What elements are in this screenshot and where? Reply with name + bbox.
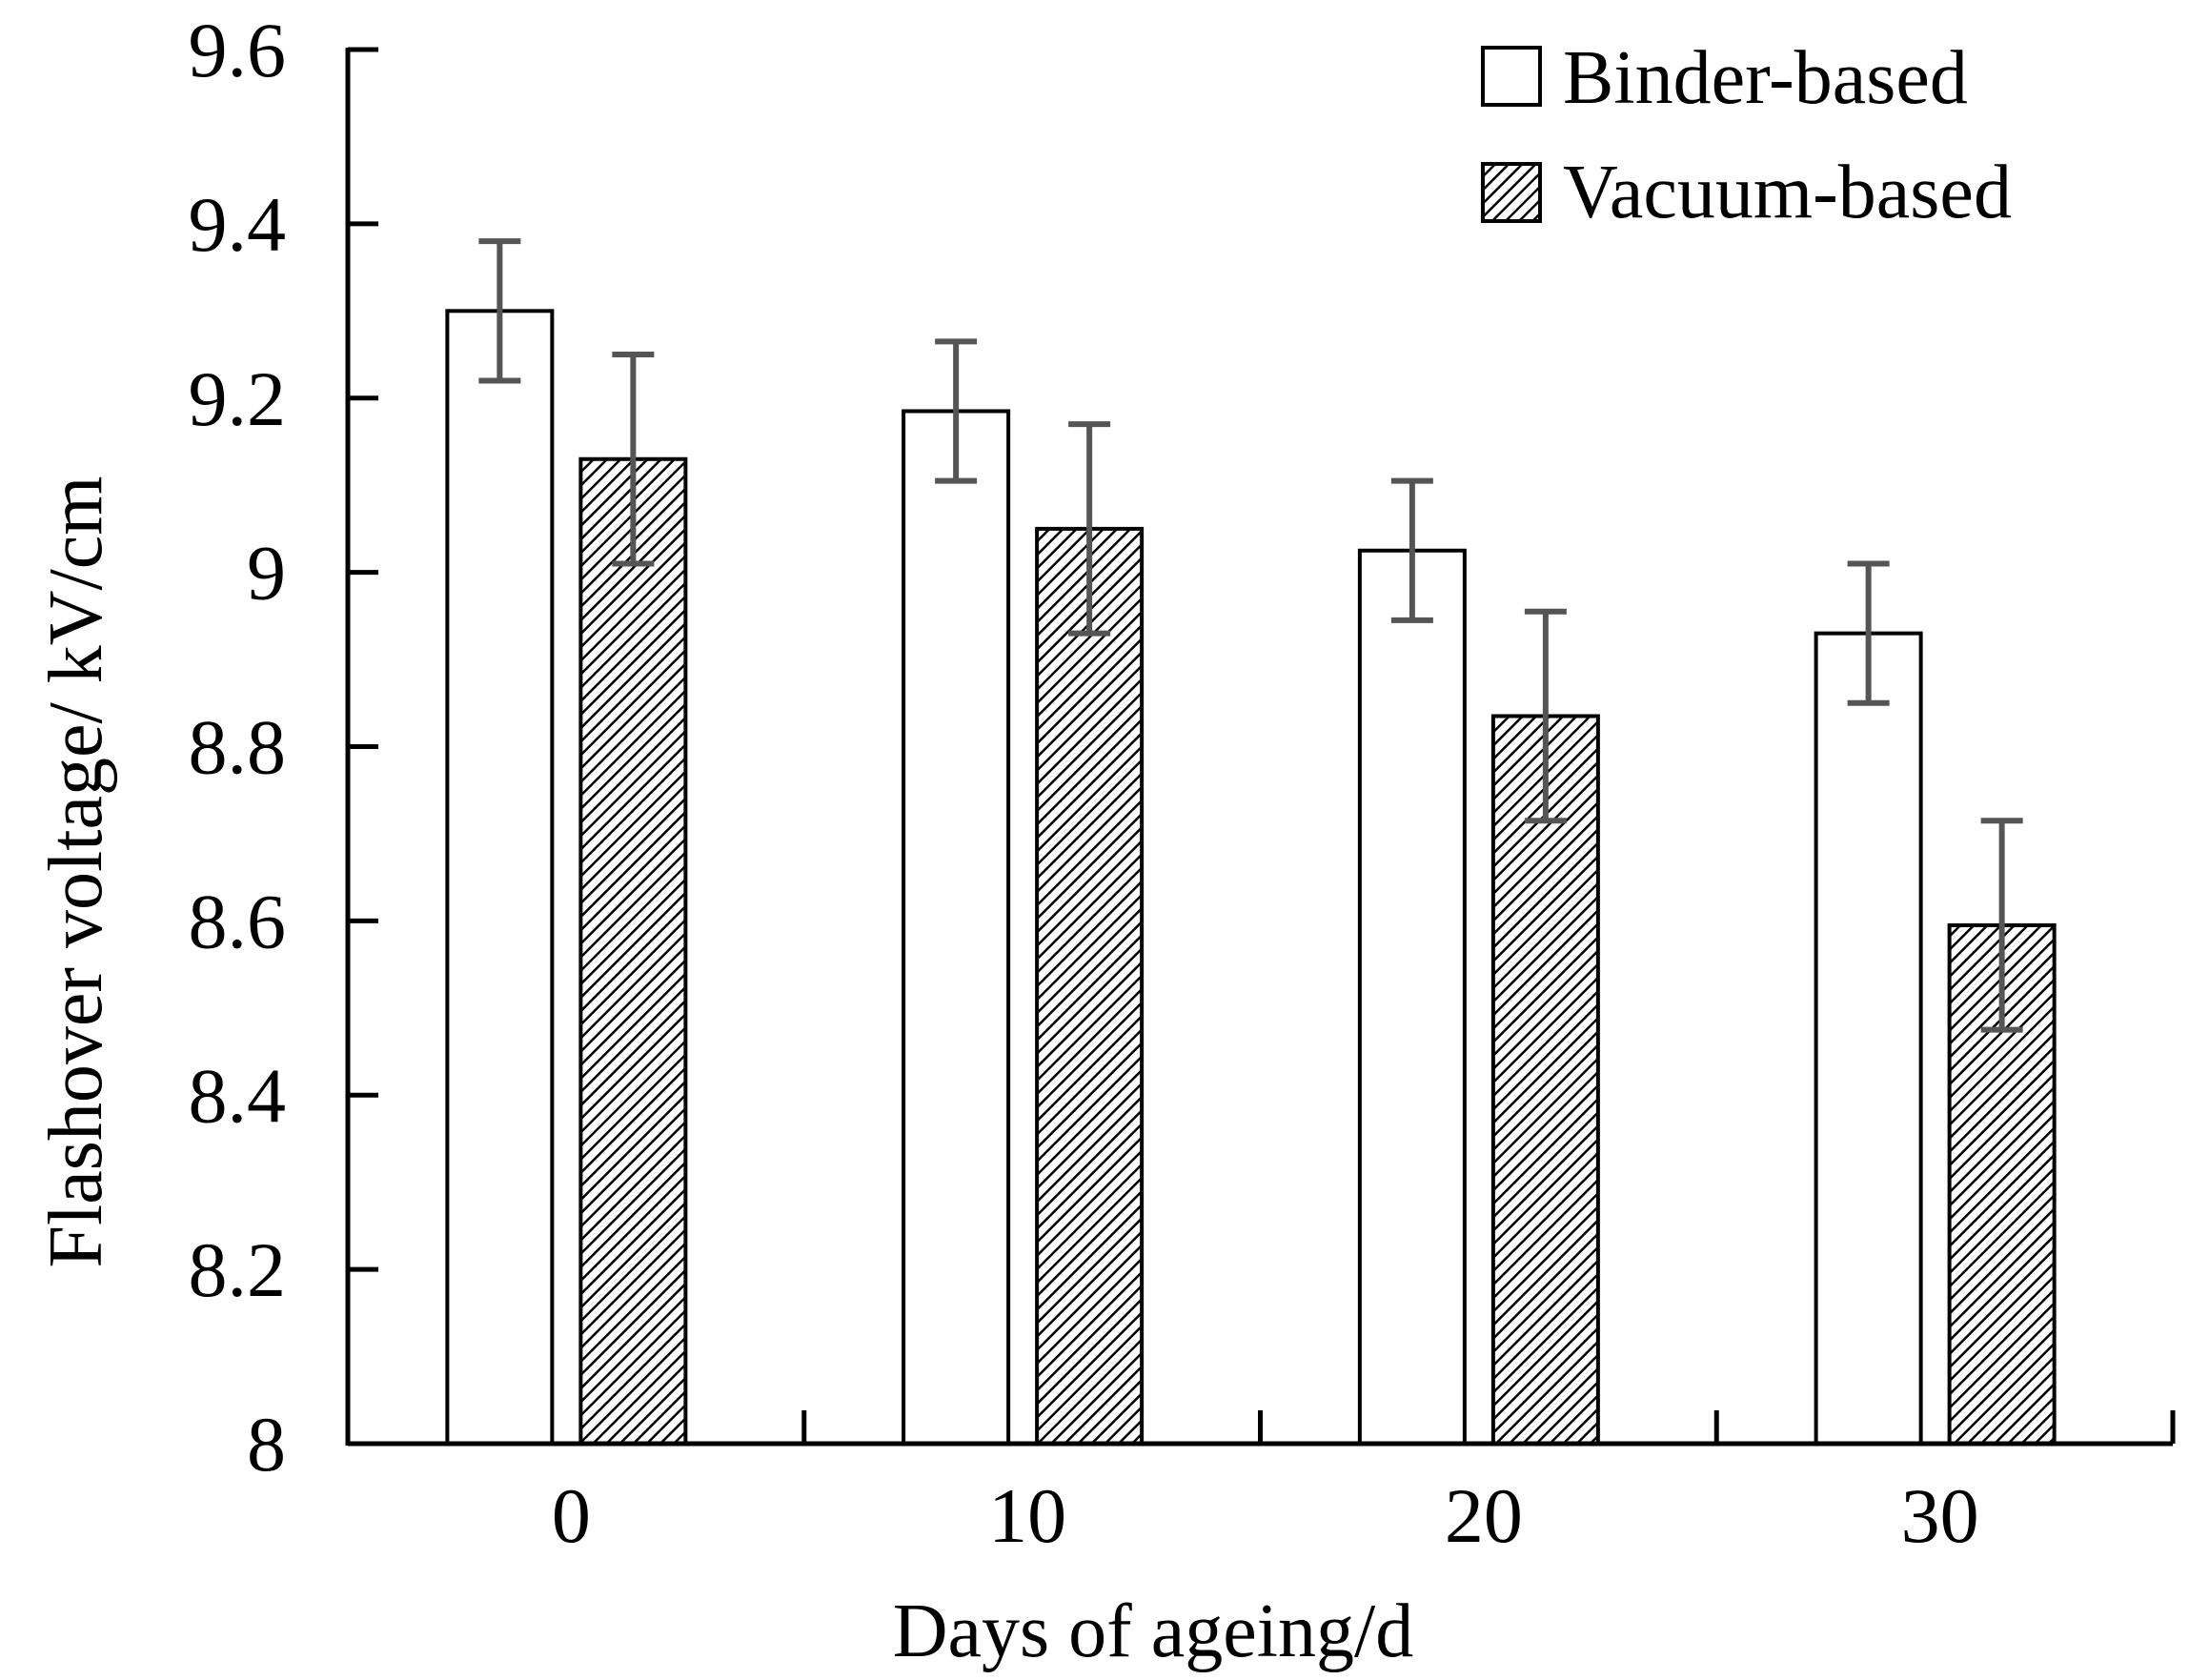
y-axis-title: Flashover voltage/ kV/cm bbox=[34, 476, 118, 1268]
bar-vacuum-based-0 bbox=[578, 456, 688, 1447]
y-tick-label-8.4: 8.4 bbox=[189, 1052, 287, 1139]
bar-binder-based-30 bbox=[1814, 631, 1923, 1446]
bar-vacuum-based-20 bbox=[1490, 714, 1600, 1446]
legend-swatch-vacuum-based bbox=[1481, 162, 1542, 223]
x-tick-label-30: 30 bbox=[1901, 1472, 1979, 1559]
x-tick-label-0: 0 bbox=[552, 1472, 591, 1559]
x-categories-group: 0 10 20 30 bbox=[552, 1472, 1979, 1559]
y-ticks-group: 8 8.2 8.4 8.6 8.8 9 9.2 9.4 9.6 bbox=[189, 7, 378, 1488]
y-tick-label-9.6: 9.6 bbox=[189, 7, 287, 93]
legend-swatch-binder-based bbox=[1481, 46, 1542, 107]
y-tick-label-8: 8 bbox=[247, 1401, 286, 1488]
bar-vacuum-based-10 bbox=[1035, 526, 1145, 1446]
x-axis-title: Days of ageing/d bbox=[893, 1589, 1414, 1673]
x-tick-label-20: 20 bbox=[1445, 1472, 1523, 1559]
legend: Binder-based Vacuum-based bbox=[1481, 36, 2012, 234]
x-tick-label-10: 10 bbox=[988, 1472, 1066, 1559]
bar-binder-based-20 bbox=[1357, 548, 1467, 1446]
y-tick-label-9: 9 bbox=[247, 530, 286, 617]
y-tick-label-9.2: 9.2 bbox=[189, 355, 287, 442]
bar-binder-based-10 bbox=[902, 409, 1011, 1447]
y-tick-label-9.4: 9.4 bbox=[189, 181, 287, 268]
bar-binder-based-0 bbox=[445, 309, 555, 1446]
y-tick-label-8.6: 8.6 bbox=[189, 878, 287, 964]
y-tick-label-8.2: 8.2 bbox=[189, 1226, 287, 1313]
legend-label-vacuum-based: Vacuum-based bbox=[1563, 151, 2012, 234]
error-bars-group bbox=[478, 238, 2023, 1033]
y-tick-label-8.8: 8.8 bbox=[189, 704, 287, 791]
bars-group bbox=[445, 309, 2057, 1447]
legend-label-binder-based: Binder-based bbox=[1563, 36, 1968, 120]
